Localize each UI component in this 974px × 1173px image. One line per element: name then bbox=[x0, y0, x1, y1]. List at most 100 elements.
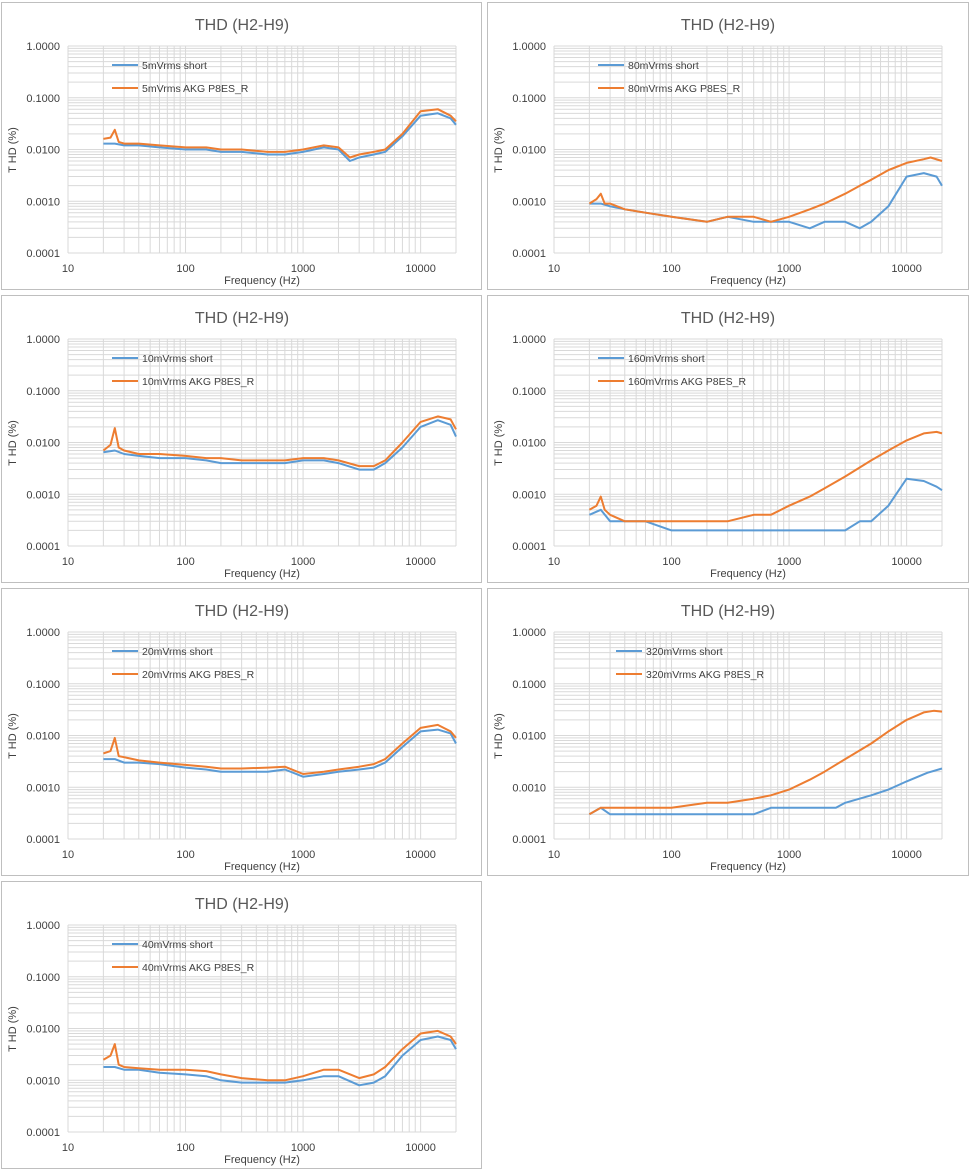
y-tick-label: 0.1000 bbox=[26, 93, 60, 105]
y-tick-label: 1.0000 bbox=[512, 334, 546, 346]
legend-label: 80mVrms short bbox=[628, 60, 699, 72]
series-line-akg bbox=[588, 156, 943, 223]
y-tick-label: 0.1000 bbox=[26, 679, 60, 691]
x-tick-label: 10 bbox=[548, 556, 560, 568]
legend-label: 10mVrms AKG P8ES_R bbox=[142, 376, 255, 388]
legend-label: 80mVrms AKG P8ES_R bbox=[628, 83, 741, 95]
x-tick-label: 10000 bbox=[405, 849, 436, 861]
chart-title: THD (H2-H9) bbox=[195, 310, 289, 327]
x-tick-label: 1000 bbox=[777, 849, 801, 861]
legend-label: 5mVrms AKG P8ES_R bbox=[142, 83, 249, 95]
y-tick-label: 0.0010 bbox=[26, 196, 60, 208]
y-tick-label: 0.0100 bbox=[26, 438, 60, 450]
y-tick-label: 0.0100 bbox=[26, 731, 60, 743]
series-line-short bbox=[103, 112, 457, 162]
x-gridlines bbox=[553, 46, 943, 253]
x-tick-label: 100 bbox=[176, 263, 194, 275]
y-tick-label: 1.0000 bbox=[26, 334, 60, 346]
series-line-akg bbox=[588, 430, 943, 523]
series-line-akg bbox=[103, 723, 457, 775]
chart-svg: THD (H2-H9) 1.0000 0.1000 0.0100 0.0010 0.000… bbox=[493, 310, 943, 580]
x-gridlines bbox=[67, 46, 457, 253]
x-axis-label: Frequency (Hz) bbox=[224, 1154, 300, 1166]
legend-label: 320mVrms short bbox=[646, 646, 723, 658]
series-line-short bbox=[588, 477, 943, 532]
x-tick-label: 10000 bbox=[891, 849, 922, 861]
y-gridlines bbox=[554, 45, 942, 254]
y-axis-label: T HD (%) bbox=[493, 127, 505, 173]
y-gridlines bbox=[68, 45, 456, 254]
y-tick-label: 0.1000 bbox=[26, 972, 60, 984]
x-gridlines bbox=[67, 632, 457, 839]
chart-panel-320mv: THD (H2-H9) 1.0000 0.1000 0.0100 0.0010 0.000… bbox=[487, 588, 969, 876]
x-tick-label: 1000 bbox=[291, 1142, 315, 1154]
chart-svg: THD (H2-H9) 1.0000 0.1000 0.0100 0.0010 0.000… bbox=[7, 17, 457, 287]
y-tick-label: 0.0100 bbox=[26, 1024, 60, 1036]
y-tick-label: 0.0001 bbox=[512, 248, 546, 260]
x-tick-label: 10000 bbox=[405, 263, 436, 275]
y-axis-label: T HD (%) bbox=[493, 713, 505, 759]
legend-label: 5mVrms short bbox=[142, 60, 207, 72]
x-axis-label: Frequency (Hz) bbox=[710, 861, 786, 873]
y-tick-label: 0.0010 bbox=[512, 782, 546, 794]
y-tick-label: 1.0000 bbox=[26, 920, 60, 932]
x-tick-label: 10 bbox=[62, 556, 74, 568]
x-tick-label: 10 bbox=[62, 1142, 74, 1154]
x-tick-label: 100 bbox=[176, 849, 194, 861]
legend-label: 20mVrms short bbox=[142, 646, 213, 658]
chart-title: THD (H2-H9) bbox=[195, 17, 289, 34]
x-tick-label: 1000 bbox=[777, 263, 801, 275]
x-axis-label: Frequency (Hz) bbox=[710, 568, 786, 580]
legend-label: 160mVrms short bbox=[628, 353, 705, 365]
x-tick-label: 10000 bbox=[405, 1142, 436, 1154]
chart-panel-20mv: THD (H2-H9) 1.0000 0.1000 0.0100 0.0010 0.000… bbox=[1, 588, 482, 876]
chart-svg: THD (H2-H9) 1.0000 0.1000 0.0100 0.0010 0.000… bbox=[7, 310, 457, 580]
y-axis-label: T HD (%) bbox=[493, 420, 505, 466]
x-axis-label: Frequency (Hz) bbox=[224, 861, 300, 873]
y-gridlines bbox=[554, 338, 942, 547]
y-tick-label: 0.1000 bbox=[512, 386, 546, 398]
y-axis-label: T HD (%) bbox=[7, 127, 19, 173]
y-gridlines bbox=[554, 631, 942, 840]
x-tick-label: 1000 bbox=[777, 556, 801, 568]
x-tick-label: 1000 bbox=[291, 556, 315, 568]
y-axis-label: T HD (%) bbox=[7, 1006, 19, 1052]
x-tick-label: 10 bbox=[548, 849, 560, 861]
legend-label: 160mVrms AKG P8ES_R bbox=[628, 376, 746, 388]
chart-title: THD (H2-H9) bbox=[681, 310, 775, 327]
x-tick-label: 10000 bbox=[891, 556, 922, 568]
x-tick-label: 10000 bbox=[891, 263, 922, 275]
chart-panel-80mv: THD (H2-H9) 1.0000 0.1000 0.0100 0.0010 0.000… bbox=[487, 2, 969, 290]
y-tick-label: 0.0100 bbox=[512, 731, 546, 743]
y-tick-label: 0.0001 bbox=[26, 834, 60, 846]
x-gridlines bbox=[67, 339, 457, 546]
x-tick-label: 1000 bbox=[291, 849, 315, 861]
x-tick-label: 10 bbox=[548, 263, 560, 275]
x-gridlines bbox=[553, 632, 943, 839]
y-tick-label: 0.0100 bbox=[512, 438, 546, 450]
y-tick-label: 1.0000 bbox=[512, 627, 546, 639]
y-tick-label: 1.0000 bbox=[512, 41, 546, 53]
y-tick-label: 1.0000 bbox=[26, 627, 60, 639]
y-tick-label: 0.0010 bbox=[26, 782, 60, 794]
y-tick-label: 0.0100 bbox=[512, 145, 546, 157]
legend-label: 20mVrms AKG P8ES_R bbox=[142, 669, 255, 681]
x-tick-label: 100 bbox=[176, 556, 194, 568]
y-gridlines bbox=[68, 338, 456, 547]
chart-panel-160mv: THD (H2-H9) 1.0000 0.1000 0.0100 0.0010 0.000… bbox=[487, 295, 969, 583]
y-tick-label: 0.0001 bbox=[26, 248, 60, 260]
chart-svg: THD (H2-H9) 1.0000 0.1000 0.0100 0.0010 0.000… bbox=[493, 17, 943, 287]
series-line-short bbox=[103, 1035, 457, 1087]
chart-title: THD (H2-H9) bbox=[195, 603, 289, 620]
y-tick-label: 0.0001 bbox=[512, 834, 546, 846]
x-axis-label: Frequency (Hz) bbox=[224, 275, 300, 287]
chart-svg: THD (H2-H9) 1.0000 0.1000 0.0100 0.0010 0.000… bbox=[7, 603, 457, 873]
y-tick-label: 0.0010 bbox=[26, 1075, 60, 1087]
chart-title: THD (H2-H9) bbox=[681, 603, 775, 620]
y-tick-label: 0.0001 bbox=[512, 541, 546, 553]
y-tick-label: 0.0100 bbox=[26, 145, 60, 157]
y-tick-label: 0.1000 bbox=[512, 93, 546, 105]
x-tick-label: 1000 bbox=[291, 263, 315, 275]
y-gridlines bbox=[68, 631, 456, 840]
y-gridlines bbox=[68, 924, 456, 1133]
